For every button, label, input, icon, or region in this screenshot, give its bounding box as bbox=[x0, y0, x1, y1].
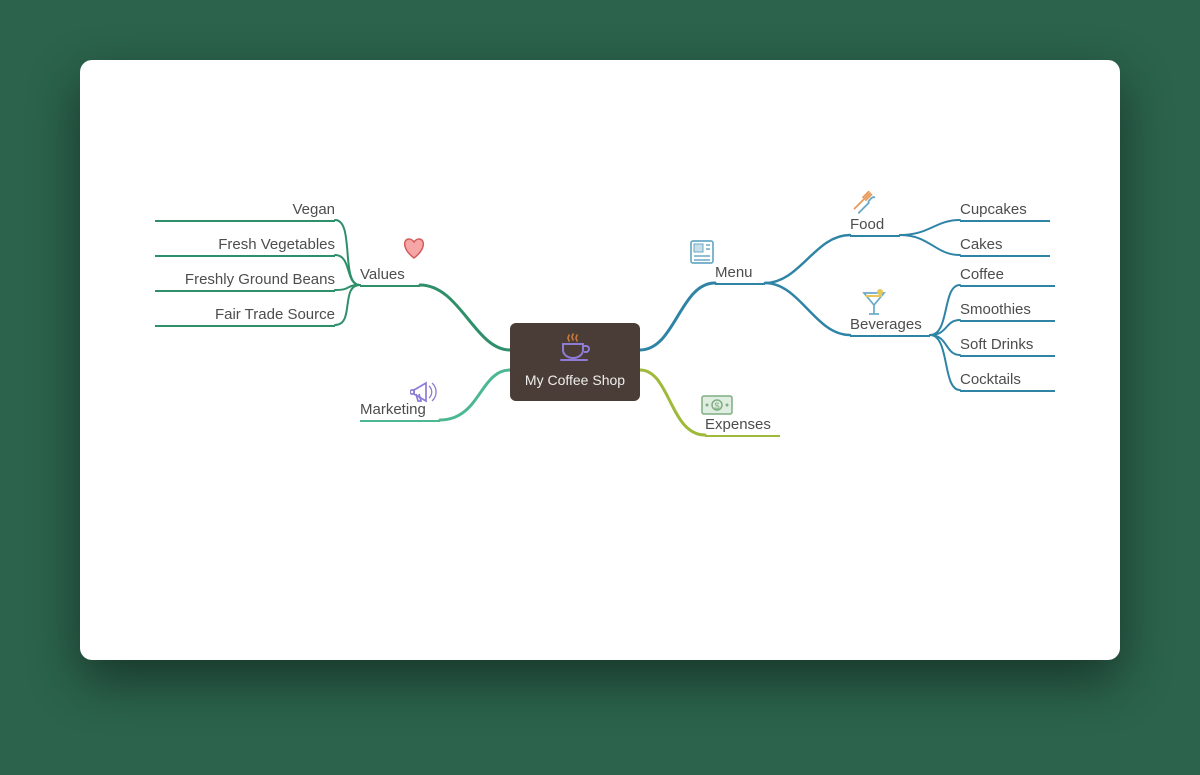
root-label: My Coffee Shop bbox=[510, 372, 640, 388]
leaf-underline bbox=[960, 220, 1050, 222]
leaf-ground-beans[interactable]: Freshly Ground Beans bbox=[185, 271, 335, 290]
node-beverages-underline bbox=[850, 335, 930, 337]
fork-knife-icon bbox=[848, 188, 878, 223]
root-node[interactable]: My Coffee Shop bbox=[510, 323, 640, 401]
leaf-cupcakes[interactable]: Cupcakes bbox=[960, 201, 1027, 220]
branch-values[interactable]: Values bbox=[360, 266, 405, 285]
branch-expenses-underline bbox=[705, 435, 780, 437]
node-food-underline bbox=[850, 235, 900, 237]
money-bill-icon: $ bbox=[700, 393, 734, 422]
heart-icon bbox=[400, 235, 428, 266]
cocktail-icon bbox=[860, 288, 888, 323]
leaf-soft-drinks[interactable]: Soft Drinks bbox=[960, 336, 1033, 355]
branch-values-underline bbox=[360, 285, 420, 287]
leaf-underline bbox=[960, 285, 1055, 287]
branch-menu[interactable]: Menu bbox=[715, 264, 753, 283]
svg-text:$: $ bbox=[714, 401, 719, 411]
branch-marketing-underline bbox=[360, 420, 440, 422]
mindmap-canvas: My Coffee Shop Values Marketing Menu Ex bbox=[80, 60, 1120, 660]
leaf-cakes[interactable]: Cakes bbox=[960, 236, 1003, 255]
leaf-cocktails[interactable]: Cocktails bbox=[960, 371, 1021, 390]
megaphone-icon bbox=[410, 378, 440, 411]
newspaper-icon bbox=[688, 238, 718, 271]
leaf-underline bbox=[960, 355, 1055, 357]
leaf-underline bbox=[155, 325, 335, 327]
leaf-underline bbox=[155, 255, 335, 257]
leaf-vegan[interactable]: Vegan bbox=[292, 201, 335, 220]
leaf-fresh-veg[interactable]: Fresh Vegetables bbox=[218, 236, 335, 255]
leaf-underline bbox=[960, 390, 1055, 392]
leaf-smoothies[interactable]: Smoothies bbox=[960, 301, 1031, 320]
branch-menu-underline bbox=[715, 283, 765, 285]
coffee-cup-icon bbox=[558, 333, 592, 363]
leaf-underline bbox=[155, 220, 335, 222]
leaf-underline bbox=[960, 255, 1050, 257]
leaf-coffee[interactable]: Coffee bbox=[960, 266, 1004, 285]
leaf-underline bbox=[155, 290, 335, 292]
leaf-fair-trade[interactable]: Fair Trade Source bbox=[215, 306, 335, 325]
leaf-underline bbox=[960, 320, 1055, 322]
